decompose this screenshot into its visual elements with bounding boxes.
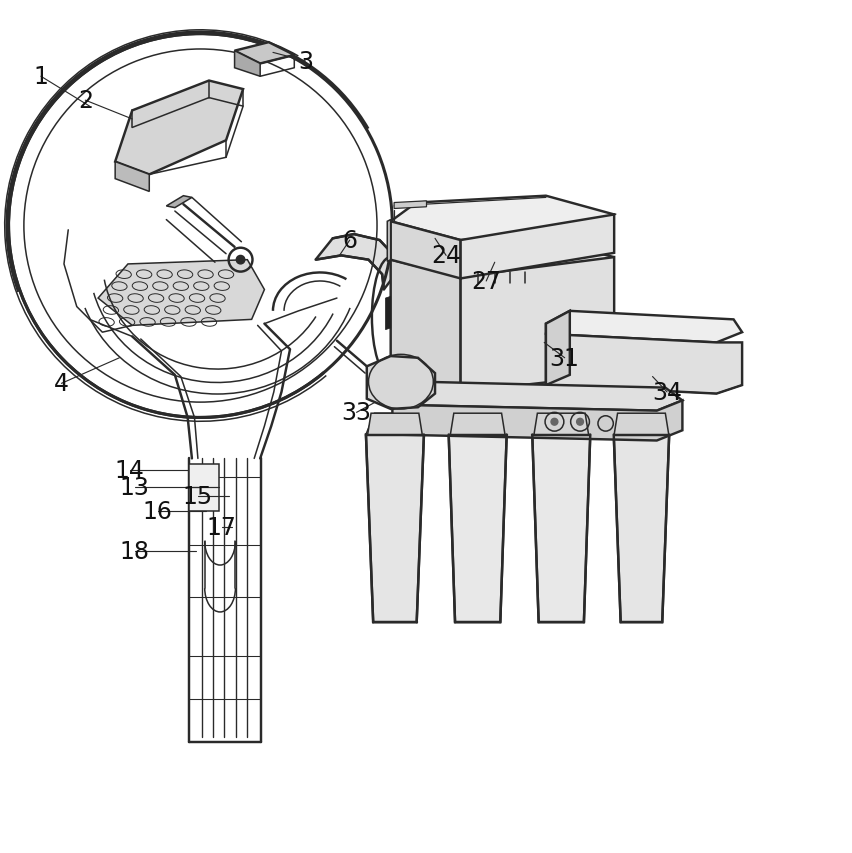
Polygon shape	[460, 215, 613, 279]
Polygon shape	[448, 414, 515, 435]
Polygon shape	[545, 334, 741, 394]
Text: 15: 15	[182, 485, 213, 508]
Polygon shape	[385, 297, 390, 330]
Text: 34: 34	[651, 380, 682, 404]
Text: 1: 1	[33, 65, 49, 90]
Polygon shape	[613, 414, 676, 435]
Text: 6: 6	[342, 229, 357, 252]
Polygon shape	[387, 220, 390, 262]
Polygon shape	[234, 44, 294, 64]
Polygon shape	[545, 311, 569, 386]
Text: 16: 16	[142, 500, 173, 524]
Polygon shape	[533, 414, 588, 435]
Polygon shape	[366, 435, 423, 623]
Text: 13: 13	[119, 476, 150, 500]
Polygon shape	[98, 260, 264, 326]
Circle shape	[550, 419, 557, 426]
Polygon shape	[115, 162, 149, 192]
Text: 14: 14	[114, 459, 145, 483]
Polygon shape	[613, 414, 668, 435]
Circle shape	[236, 256, 245, 264]
Polygon shape	[367, 414, 422, 435]
Text: 24: 24	[430, 244, 461, 268]
Circle shape	[576, 419, 583, 426]
Polygon shape	[450, 414, 504, 435]
Text: 33: 33	[341, 401, 371, 425]
Polygon shape	[234, 52, 260, 77]
Polygon shape	[613, 435, 668, 623]
Polygon shape	[448, 435, 506, 623]
Polygon shape	[115, 81, 243, 175]
Polygon shape	[394, 201, 426, 209]
Text: 27: 27	[470, 270, 501, 293]
Text: 31: 31	[549, 346, 579, 370]
Text: 18: 18	[119, 539, 150, 563]
Polygon shape	[532, 414, 598, 435]
Polygon shape	[390, 382, 682, 411]
Text: 3: 3	[297, 49, 313, 74]
Polygon shape	[390, 241, 613, 277]
Text: 17: 17	[206, 515, 237, 539]
Polygon shape	[189, 465, 219, 512]
Polygon shape	[532, 435, 590, 623]
Polygon shape	[166, 196, 192, 208]
Polygon shape	[366, 414, 432, 435]
Polygon shape	[392, 401, 682, 441]
Text: 4: 4	[54, 372, 69, 396]
Text: 2: 2	[78, 89, 93, 113]
Polygon shape	[315, 235, 396, 290]
Polygon shape	[366, 357, 435, 409]
Polygon shape	[390, 222, 460, 279]
Polygon shape	[390, 196, 613, 241]
Polygon shape	[545, 311, 741, 343]
Polygon shape	[390, 260, 460, 392]
Polygon shape	[460, 258, 613, 392]
